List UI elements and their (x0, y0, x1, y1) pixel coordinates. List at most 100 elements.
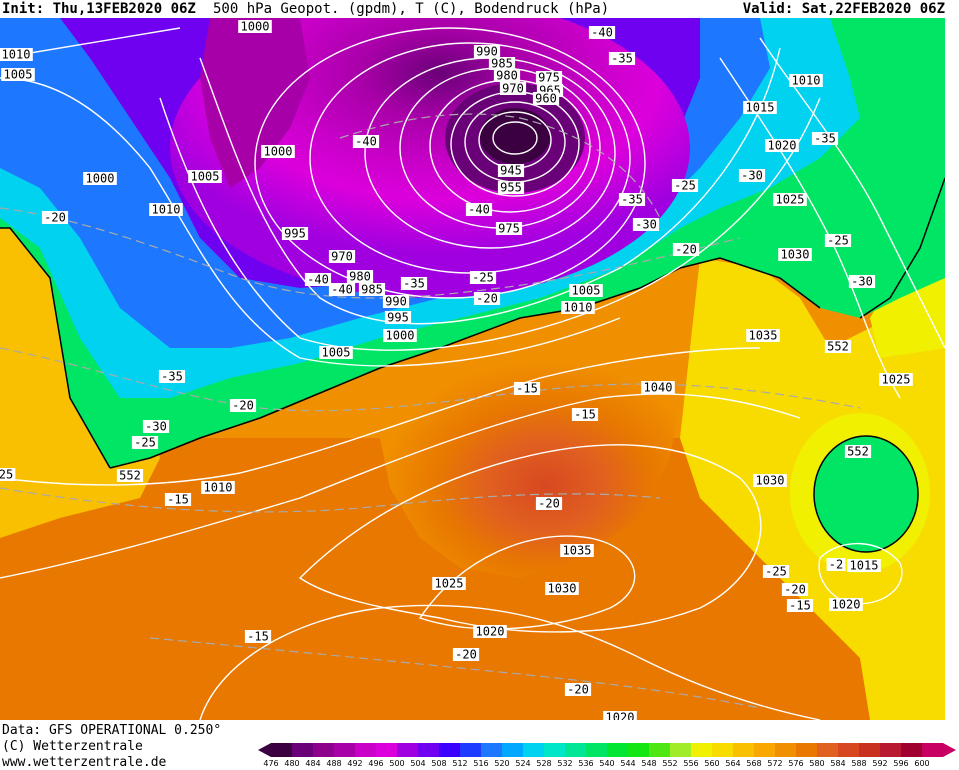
svg-text:-40: -40 (307, 273, 329, 287)
isobar-label: 1010 (0, 48, 33, 62)
legend-value: 524 (515, 759, 531, 768)
legend-swatch (334, 743, 355, 757)
legend-swatch (460, 743, 481, 757)
temp-label: -40 (588, 26, 616, 40)
svg-text:945: 945 (500, 164, 522, 178)
legend-swatch (439, 743, 460, 757)
svg-text:1025: 1025 (882, 373, 911, 387)
legend-swatch (880, 743, 901, 757)
legend-value: 544 (620, 759, 636, 768)
isobar-label: 1035 (560, 544, 594, 558)
isobar-label: 1000 (238, 20, 272, 34)
temp-label: -25 (762, 565, 790, 579)
svg-text:995: 995 (284, 227, 306, 241)
svg-text:1010: 1010 (564, 301, 593, 315)
svg-text:-20: -20 (675, 243, 697, 257)
legend-value: 600 (914, 759, 930, 768)
svg-text:990: 990 (385, 295, 407, 309)
isobar-label: 1005 (1, 68, 35, 82)
svg-text:-15: -15 (574, 408, 596, 422)
isobar-label: 1030 (753, 474, 787, 488)
svg-text:1020: 1020 (768, 139, 797, 153)
isobar-label: 1025 (879, 373, 913, 387)
legend-value: 588 (851, 759, 867, 768)
svg-text:-35: -35 (403, 277, 425, 291)
svg-text:1030: 1030 (756, 474, 785, 488)
svg-text:-20: -20 (232, 399, 254, 413)
svg-text:1000: 1000 (86, 172, 115, 186)
temp-label: -25 (824, 234, 852, 248)
isobar-label: 1015 (743, 101, 777, 115)
isobar-label: 1010 (201, 481, 235, 495)
legend-swatch (481, 743, 502, 757)
svg-text:1015: 1015 (850, 559, 879, 573)
temp-label: -15 (571, 408, 599, 422)
isobar-label: 995 (384, 311, 412, 325)
isobar-label: 1020 (765, 139, 799, 153)
svg-text:1005: 1005 (191, 170, 220, 184)
svg-text:-25: -25 (134, 436, 156, 450)
isobar-label: 960 (532, 92, 560, 106)
legend-swatch (607, 743, 628, 757)
svg-text:1030: 1030 (548, 582, 577, 596)
isobar-label: 945 (497, 164, 525, 178)
deep-low-inner (480, 108, 550, 164)
legend-swatch (397, 743, 418, 757)
svg-text:-35: -35 (621, 193, 643, 207)
svg-text:-30: -30 (741, 169, 763, 183)
isobar-label: 1010 (561, 301, 595, 315)
legend-value: 508 (431, 759, 447, 768)
svg-text:552: 552 (827, 340, 849, 354)
data-source-label: Data: GFS OPERATIONAL 0.250° (2, 723, 222, 738)
greenland-purple (200, 18, 310, 188)
temp-label: -30 (142, 420, 170, 434)
svg-text:-2: -2 (829, 558, 843, 572)
svg-text:970: 970 (331, 250, 353, 264)
svg-text:1015: 1015 (746, 101, 775, 115)
legend-value: 548 (641, 759, 657, 768)
contour-552-cutoff (813, 435, 919, 553)
legend-swatch (313, 743, 334, 757)
svg-text:-20: -20 (567, 683, 589, 697)
isobar-label: 1005 (319, 346, 353, 360)
temp-label: -20 (672, 243, 700, 257)
temp-label: -35 (158, 370, 186, 384)
svg-text:1000: 1000 (241, 20, 270, 34)
svg-text:1000: 1000 (386, 329, 415, 343)
legend-swatch (649, 743, 670, 757)
legend-swatch (859, 743, 880, 757)
legend-value: 480 (284, 759, 300, 768)
map-title: 500 hPa Geopot. (gpdm), T (C), Bodendruc… (213, 1, 610, 17)
svg-text:985: 985 (491, 57, 513, 71)
legend-value: 496 (368, 759, 384, 768)
legend-value: 536 (578, 759, 594, 768)
legend-swatch (817, 743, 838, 757)
isobar-label: 1000 (83, 172, 117, 186)
isobar-label: 970 (328, 250, 356, 264)
legend-value: 504 (410, 759, 426, 768)
isobar-label: 970 (499, 82, 527, 96)
isobar-label: 990 (382, 295, 410, 309)
svg-text:1040: 1040 (644, 381, 673, 395)
temp-label: -15 (244, 630, 272, 644)
temp-label: -15 (786, 599, 814, 613)
legend-value: 568 (746, 759, 762, 768)
temp-label: -20 (452, 648, 480, 662)
svg-text:1020: 1020 (832, 598, 861, 612)
isobar-label: 995 (281, 227, 309, 241)
isobar-label: 1005 (569, 284, 603, 298)
isobar-label: 1025 (432, 577, 466, 591)
svg-text:1010: 1010 (2, 48, 31, 62)
isobar-label: 1020 (829, 598, 863, 612)
legend-value: 592 (872, 759, 888, 768)
website-link[interactable]: www.wetterzentrale.de (2, 755, 167, 770)
temp-label: -15 (164, 493, 192, 507)
isobar-label: 1000 (383, 329, 417, 343)
svg-text:1035: 1035 (563, 544, 592, 558)
legend-value: 532 (557, 759, 573, 768)
svg-text:-35: -35 (161, 370, 183, 384)
legend-swatch (733, 743, 754, 757)
legend-swatch (628, 743, 649, 757)
contour-552-east (859, 177, 945, 319)
legend-swatch (796, 743, 817, 757)
